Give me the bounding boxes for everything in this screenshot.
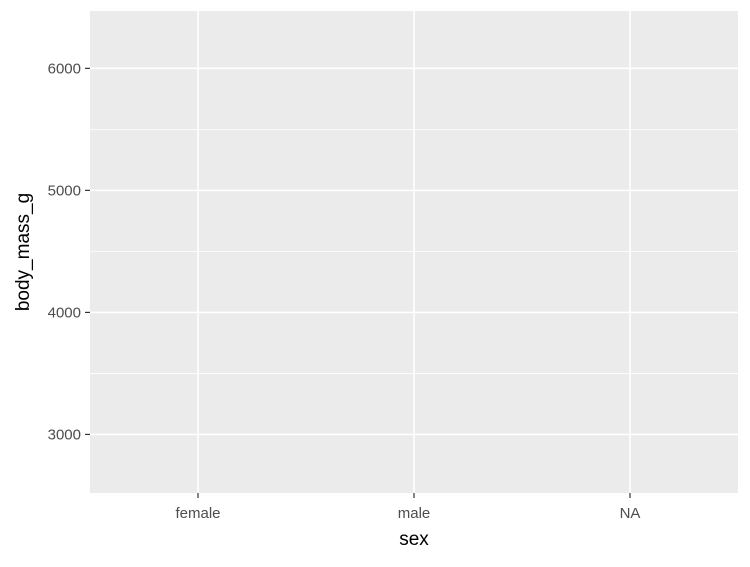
y-tick-label: 5000 [48,182,81,199]
y-axis-title: body_mass_g [13,193,34,311]
x-axis-title: sex [399,529,429,550]
y-tick-label: 3000 [48,426,81,443]
y-axis: 3000 4000 5000 6000 [48,60,90,443]
y-tick-label: 4000 [48,304,81,321]
major-gridlines [90,11,738,493]
x-tick-label: female [175,505,220,522]
x-tick-label: NA [620,505,641,522]
x-tick-label: male [398,505,431,522]
x-axis: female male NA [175,493,640,522]
y-tick-label: 6000 [48,60,81,77]
